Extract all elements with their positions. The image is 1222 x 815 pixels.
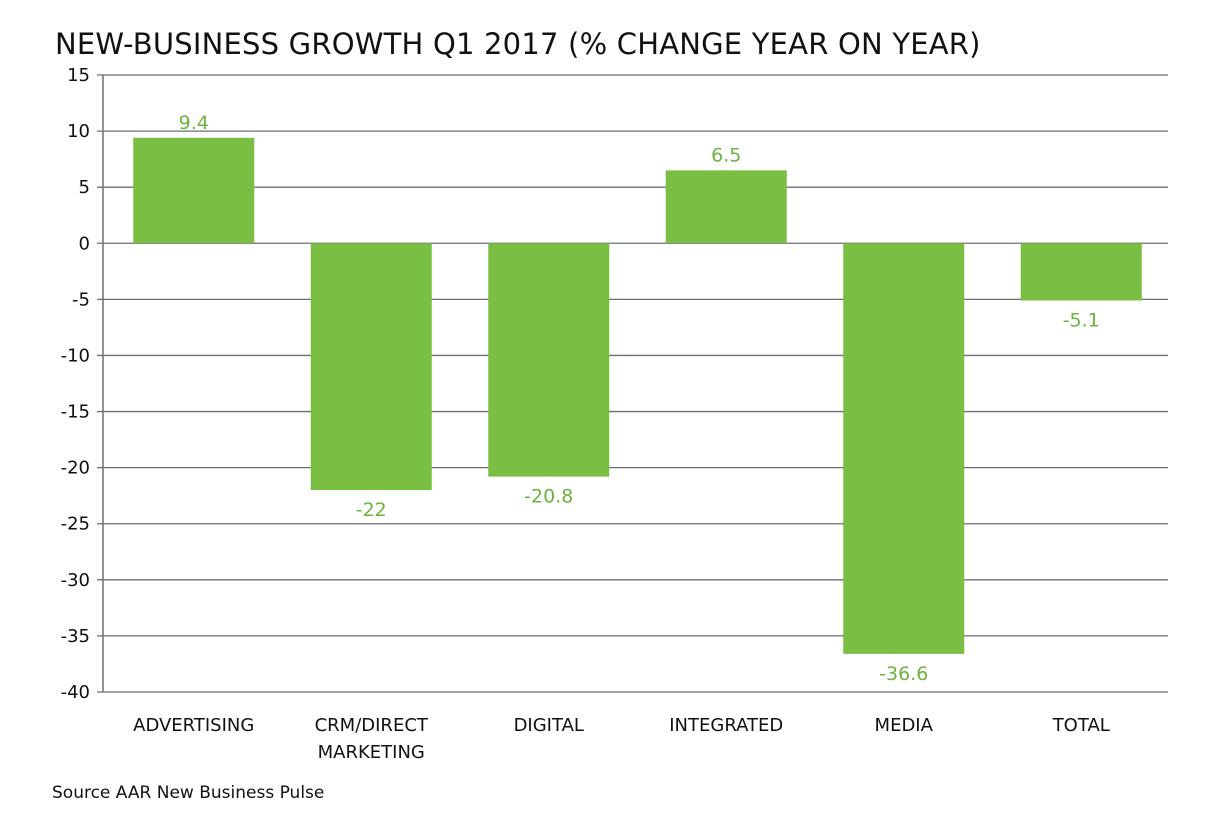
y-tick-label: -25 — [61, 514, 90, 535]
bar — [133, 137, 255, 244]
y-tick-label: 0 — [79, 233, 90, 254]
bar — [488, 243, 610, 477]
category-label: DIGITAL — [514, 715, 584, 736]
bar — [1020, 243, 1142, 301]
y-tick-label: -10 — [61, 345, 90, 366]
y-tick-label: -5 — [72, 289, 90, 310]
y-tick-label: 10 — [67, 121, 90, 142]
data-label: 9.4 — [179, 112, 209, 134]
category-label: MARKETING — [318, 742, 425, 763]
category-label: ADVERTISING — [133, 715, 254, 736]
y-tick-label: 15 — [67, 65, 90, 86]
data-label: -5.1 — [1063, 309, 1100, 331]
data-label: 6.5 — [711, 144, 741, 166]
data-label: -20.8 — [524, 486, 573, 508]
y-tick-label: -15 — [61, 402, 90, 423]
y-tick-label: -20 — [61, 458, 90, 479]
category-label: CRM/DIRECT — [315, 715, 429, 736]
bar — [843, 243, 965, 654]
source-note: Source AAR New Business Pulse — [52, 783, 325, 803]
category-label: MEDIA — [875, 715, 934, 736]
y-tick-label: -30 — [61, 570, 90, 591]
data-label: -36.6 — [879, 663, 928, 685]
y-tick-label: -35 — [61, 626, 90, 647]
data-label: -22 — [356, 499, 387, 521]
y-tick-label: 5 — [79, 177, 90, 198]
bar — [665, 170, 787, 244]
y-tick-label: -40 — [61, 682, 90, 703]
category-label: INTEGRATED — [669, 715, 783, 736]
chart-title: NEW-BUSINESS GROWTH Q1 2017 (% CHANGE YE… — [55, 27, 981, 62]
bar — [310, 243, 432, 491]
category-label: TOTAL — [1052, 715, 1110, 736]
